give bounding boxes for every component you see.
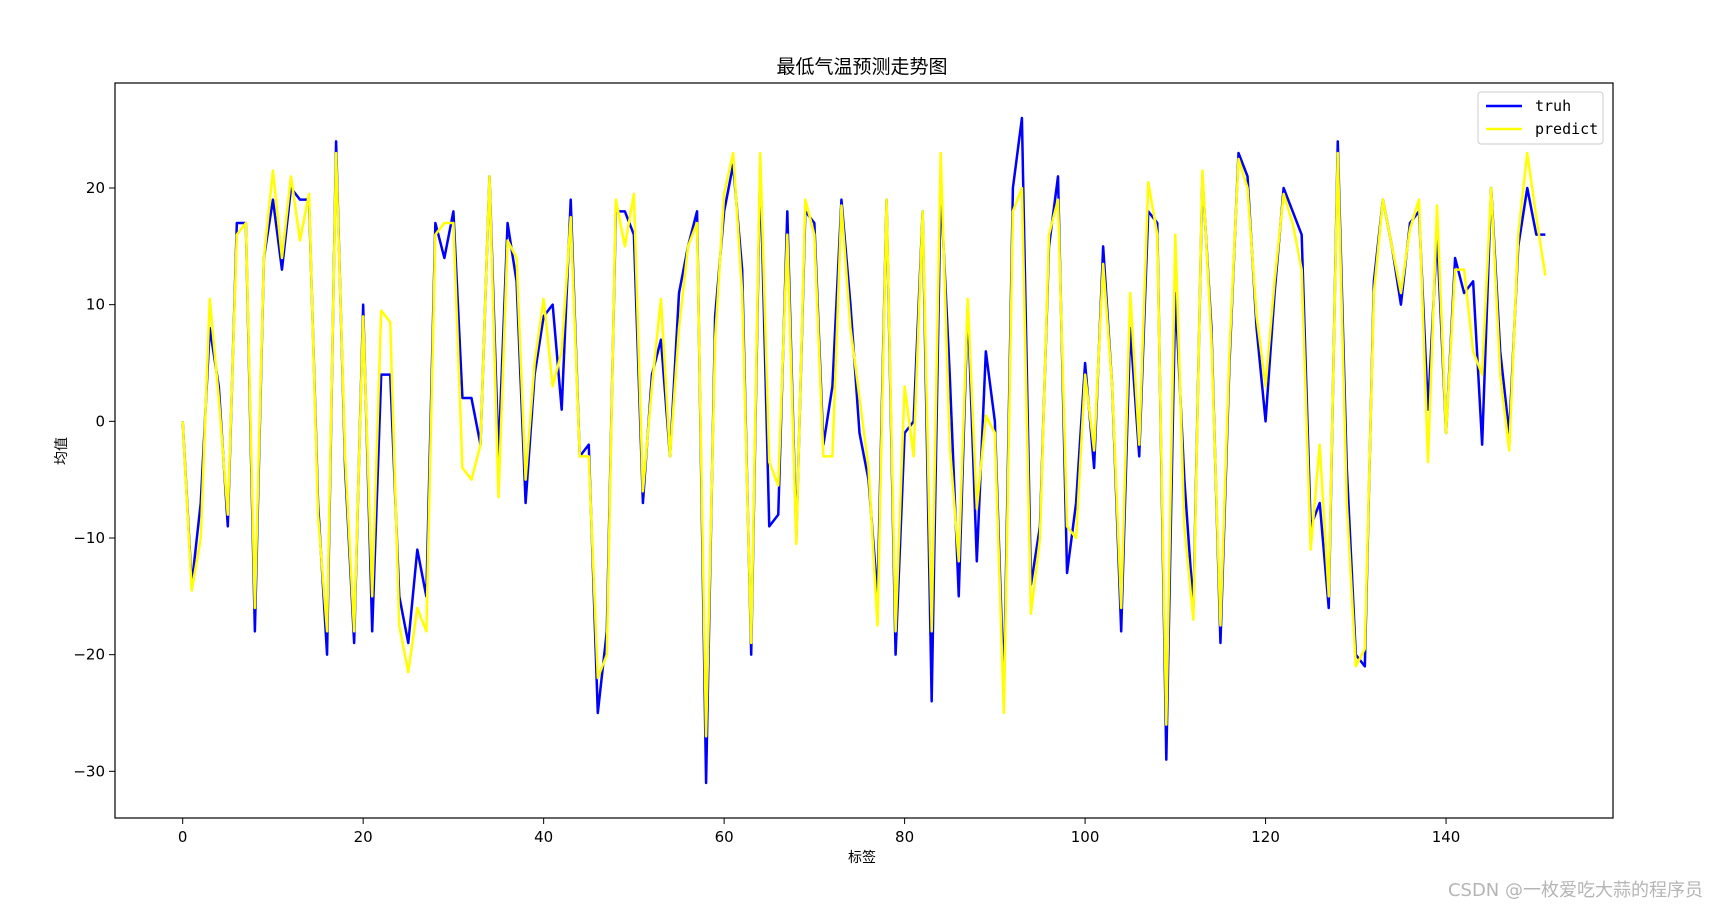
y-tick-label: −10	[73, 529, 105, 547]
x-tick-label: 20	[354, 828, 373, 846]
watermark: CSDN @一枚爱吃大蒜的程序员	[1447, 880, 1703, 901]
legend: truh predict	[1477, 91, 1604, 145]
plot-area	[114, 82, 1614, 819]
x-tick-label: 40	[534, 828, 553, 846]
y-tick-label: −20	[73, 646, 105, 664]
legend-label-truh: truh	[1535, 97, 1571, 115]
x-tick-label: 140	[1432, 828, 1461, 846]
chart-title: 最低气温预测走势图	[776, 56, 947, 78]
x-tick-label: 120	[1251, 828, 1280, 846]
x-tick-label: 100	[1071, 828, 1100, 846]
x-tick-label: 60	[715, 828, 734, 846]
series-line-truh	[181, 116, 1546, 785]
plot-frame	[114, 82, 1614, 819]
y-tick-label: 10	[86, 296, 105, 314]
x-axis-label: 标签	[848, 849, 876, 866]
legend-label-predict: predict	[1535, 120, 1598, 138]
x-tick-label: 80	[895, 828, 914, 846]
series-line-predict	[181, 151, 1547, 738]
y-axis-ticks: −30 −20 −10 0 10 20	[73, 179, 115, 780]
y-tick-label: −30	[73, 762, 105, 780]
series-group	[181, 116, 1547, 785]
y-tick-label: 20	[86, 179, 105, 197]
y-tick-label: 0	[95, 412, 105, 430]
y-axis-label: 均值	[54, 437, 70, 465]
x-axis-ticks: 0 20 40 60 80 100 120 140	[178, 818, 1460, 846]
x-tick-label: 0	[178, 828, 188, 846]
